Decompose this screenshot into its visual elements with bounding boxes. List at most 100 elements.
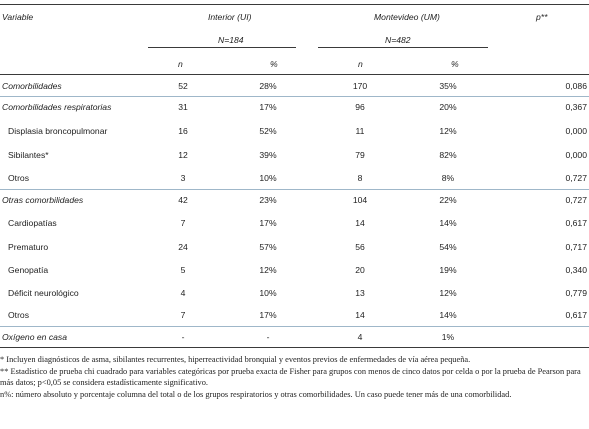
cell-p-value: 0,000 xyxy=(565,150,587,160)
cell-n-interior: 7 xyxy=(180,218,186,228)
cell-pct-montevideo: 22% xyxy=(439,195,457,205)
cell-p-value: 0,717 xyxy=(565,242,587,252)
cell-pct-interior: 17% xyxy=(259,218,277,228)
cell-p-value: 0,779 xyxy=(565,288,587,298)
row-label: Déficit neurológico xyxy=(8,288,79,298)
table-row: Déficit neurológico 4 10% 13 12% 0,779 xyxy=(0,285,589,303)
table-row: Cardiopatías 7 17% 14 14% 0,617 xyxy=(0,215,589,233)
footnote: * Incluyen diagnósticos de asma, sibilan… xyxy=(0,355,471,364)
table-row: Displasia broncopulmonar 16 52% 11 12% 0… xyxy=(0,123,589,141)
table-row: Otros 7 17% 14 14% 0,617 xyxy=(0,307,589,325)
cell-pct-montevideo: 8% xyxy=(441,173,455,183)
table-top-border xyxy=(0,4,589,5)
footnote: ** Estadístico de prueba chi cuadrado pa… xyxy=(0,366,581,388)
header-variable: Variable xyxy=(2,12,34,22)
header-n-1: n xyxy=(178,59,183,69)
header-n-montevideo: N=482 xyxy=(385,35,411,45)
table-row: Oxígeno en casa - - 4 1% xyxy=(0,329,589,347)
cell-n-montevideo: 13 xyxy=(355,288,365,298)
row-label: Comorbilidades xyxy=(2,81,62,91)
cell-n-interior: 3 xyxy=(180,173,186,183)
cell-n-interior: 42 xyxy=(178,195,188,205)
cell-pct-montevideo: 12% xyxy=(439,126,457,136)
row-label: Otros xyxy=(8,310,30,320)
table-row: Prematuro 24 57% 56 54% 0,717 xyxy=(0,239,589,257)
cell-pct-interior: 23% xyxy=(259,195,277,205)
cell-pct-interior: 17% xyxy=(259,310,277,320)
cell-n-montevideo: 96 xyxy=(355,102,365,112)
cell-pct-interior: - xyxy=(266,332,270,342)
table-row: Comorbilidades 52 28% 170 35% 0,086 xyxy=(0,78,589,96)
header-pct-2: % xyxy=(451,59,459,69)
cell-p-value: 0,340 xyxy=(565,265,587,275)
cell-pct-montevideo: 35% xyxy=(439,81,457,91)
table-footnotes: * Incluyen diagnósticos de asma, sibilan… xyxy=(0,354,585,400)
cell-p-value: 0,617 xyxy=(565,310,587,320)
row-label: Prematuro xyxy=(8,242,49,252)
group-underline-interior xyxy=(148,47,296,48)
header-n-2: n xyxy=(358,59,363,69)
row-label: Oxígeno en casa xyxy=(2,332,67,342)
row-label: Otras comorbilidades xyxy=(2,195,84,205)
cell-n-montevideo: 11 xyxy=(355,126,365,136)
row-label: Cardiopatías xyxy=(8,218,57,228)
cell-pct-interior: 57% xyxy=(259,242,277,252)
cell-pct-interior: 52% xyxy=(259,126,277,136)
cell-pct-interior: 28% xyxy=(259,81,277,91)
table-row: Sibilantes* 12 39% 79 82% 0,000 xyxy=(0,147,589,165)
cell-pct-montevideo: 14% xyxy=(439,310,457,320)
cell-pct-montevideo: 54% xyxy=(439,242,457,252)
cell-pct-montevideo: 12% xyxy=(439,288,457,298)
cell-n-montevideo: 104 xyxy=(352,195,368,205)
footnote: n%: número absoluto y porcentaje columna… xyxy=(0,389,512,399)
cell-pct-interior: 39% xyxy=(259,150,277,160)
cell-n-montevideo: 20 xyxy=(355,265,365,275)
cell-pct-montevideo: 20% xyxy=(439,102,457,112)
cell-pct-interior: 12% xyxy=(259,265,277,275)
cell-p-value: 0,727 xyxy=(565,173,587,183)
cell-n-montevideo: 79 xyxy=(355,150,365,160)
row-label: Comorbilidades respiratorias xyxy=(2,102,112,112)
row-divider xyxy=(0,326,589,327)
cell-n-interior: 16 xyxy=(178,126,188,136)
table-row: Genopatía 5 12% 20 19% 0,340 xyxy=(0,262,589,280)
cell-pct-interior: 10% xyxy=(259,173,277,183)
table-row: Otras comorbilidades 42 23% 104 22% 0,72… xyxy=(0,192,589,210)
header-bottom-border xyxy=(0,74,589,75)
group-underline-montevideo xyxy=(318,47,488,48)
cell-p-value: 0,727 xyxy=(565,195,587,205)
cell-n-interior: 24 xyxy=(178,242,188,252)
cell-pct-interior: 17% xyxy=(259,102,277,112)
header-pct-1: % xyxy=(270,59,278,69)
cell-pct-interior: 10% xyxy=(259,288,277,298)
cell-pct-montevideo: 14% xyxy=(439,218,457,228)
cell-n-montevideo: 14 xyxy=(355,310,365,320)
cell-n-montevideo: 8 xyxy=(357,173,363,183)
cell-n-montevideo: 56 xyxy=(355,242,365,252)
header-montevideo: Montevideo (UM) xyxy=(374,12,440,22)
cell-n-interior: 12 xyxy=(178,150,188,160)
row-divider xyxy=(0,96,589,97)
cell-p-value: 0,617 xyxy=(565,218,587,228)
table-bottom-border xyxy=(0,347,589,348)
cell-p-value: 0,367 xyxy=(565,102,587,112)
cell-pct-montevideo: 82% xyxy=(439,150,457,160)
cell-pct-montevideo: 1% xyxy=(441,332,455,342)
cell-n-montevideo: 14 xyxy=(355,218,365,228)
table-row: Comorbilidades respiratorias 31 17% 96 2… xyxy=(0,99,589,117)
header-interior: Interior (UI) xyxy=(208,12,252,22)
cell-pct-montevideo: 19% xyxy=(439,265,457,275)
row-label: Sibilantes* xyxy=(8,150,49,160)
cell-n-interior: 52 xyxy=(178,81,188,91)
cell-n-interior: 5 xyxy=(180,265,186,275)
header-p-value: p** xyxy=(536,12,548,22)
cell-n-interior: - xyxy=(181,332,185,342)
row-divider xyxy=(0,189,589,190)
cell-n-montevideo: 170 xyxy=(352,81,368,91)
cell-p-value: 0,086 xyxy=(565,81,587,91)
row-label: Displasia broncopulmonar xyxy=(8,126,108,136)
row-label: Otros xyxy=(8,173,30,183)
cell-n-montevideo: 4 xyxy=(357,332,363,342)
row-label: Genopatía xyxy=(8,265,49,275)
header-n-interior: N=184 xyxy=(218,35,244,45)
